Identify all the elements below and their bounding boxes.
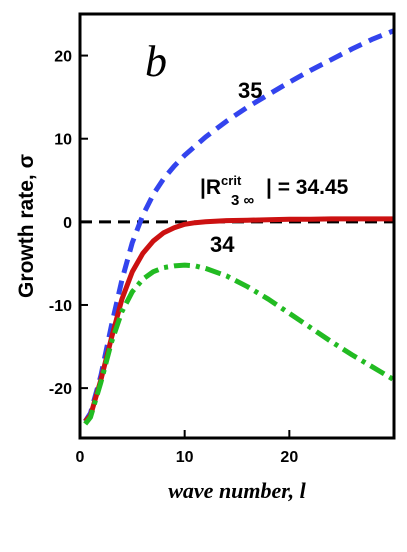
- y-axis-title: Growth rate, σ: [15, 154, 38, 298]
- x-tick-label: 0: [76, 449, 85, 466]
- y-tick-label: -20: [49, 381, 72, 398]
- series-line-1: [83, 28, 394, 423]
- x-tick-label: 20: [280, 449, 298, 466]
- y-tick-label: 20: [54, 49, 72, 66]
- plot-frame: [78, 12, 396, 440]
- critical-value-annotation: |Rcrit 3 ∞ | = 34.45: [200, 173, 349, 209]
- series-layer: [83, 28, 394, 426]
- panel-label: b: [145, 37, 167, 86]
- series-line-2: [83, 216, 394, 424]
- y-tick-label: 0: [63, 215, 72, 232]
- critical-annotation-suffix: | = 34.45: [266, 176, 349, 199]
- y-tick-label: -10: [49, 298, 72, 315]
- y-tick-label: 10: [54, 132, 72, 149]
- critical-annotation-subscript: 3 ∞: [231, 192, 255, 209]
- series-label-34: 34: [210, 232, 235, 257]
- series-line-3: [83, 262, 394, 426]
- series-label-35: 35: [238, 78, 262, 103]
- x-tick-label: 10: [176, 449, 194, 466]
- critical-annotation-superscript: crit: [221, 173, 242, 188]
- tick-layer: 20 10 0 -10 -20 0 10 20: [49, 49, 298, 466]
- critical-annotation-prefix: |R: [200, 176, 221, 199]
- x-axis-title: wave number, l: [168, 478, 306, 503]
